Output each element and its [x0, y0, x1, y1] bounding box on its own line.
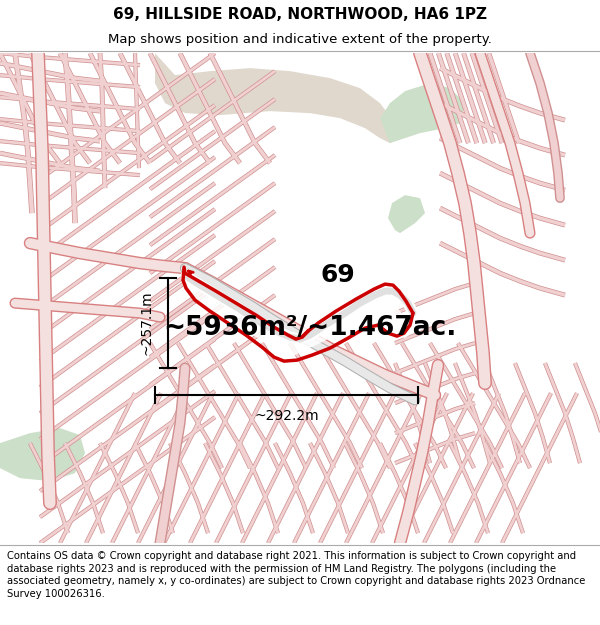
Polygon shape — [0, 428, 85, 481]
Text: 69: 69 — [320, 263, 355, 287]
Text: ~5936m²/~1.467ac.: ~5936m²/~1.467ac. — [163, 315, 457, 341]
Text: ~292.2m: ~292.2m — [254, 409, 319, 423]
Text: Contains OS data © Crown copyright and database right 2021. This information is : Contains OS data © Crown copyright and d… — [7, 551, 586, 599]
Polygon shape — [380, 83, 465, 143]
Text: 69, HILLSIDE ROAD, NORTHWOOD, HA6 1PZ: 69, HILLSIDE ROAD, NORTHWOOD, HA6 1PZ — [113, 7, 487, 22]
Text: Map shows position and indicative extent of the property.: Map shows position and indicative extent… — [108, 34, 492, 46]
Polygon shape — [388, 195, 425, 233]
Polygon shape — [155, 53, 400, 143]
Polygon shape — [183, 268, 415, 357]
Text: ~257.1m: ~257.1m — [140, 291, 154, 356]
